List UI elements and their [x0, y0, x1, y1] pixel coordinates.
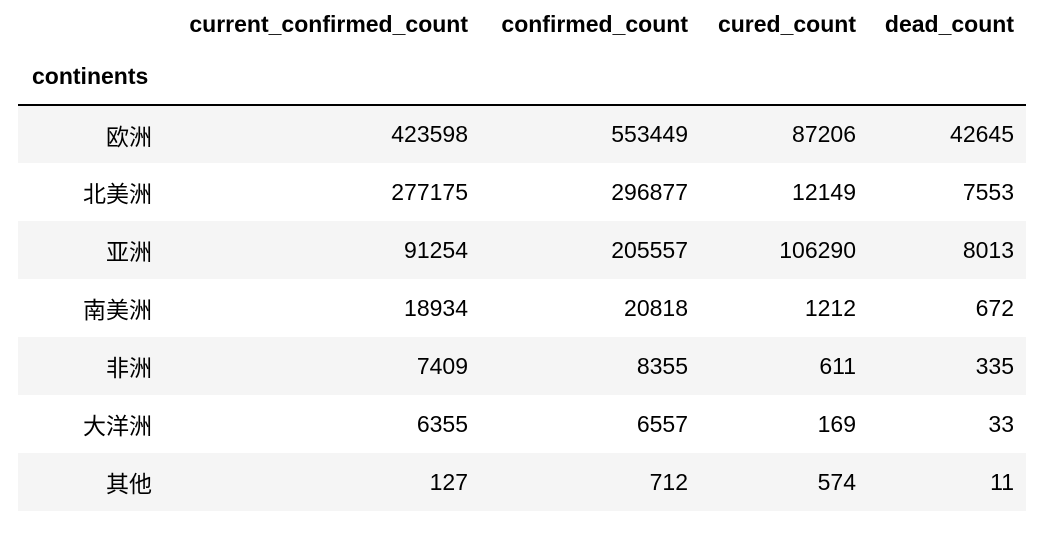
table-cell: 277175	[391, 178, 468, 205]
dataframe-output: current_confirmed_count confirmed_count …	[18, 0, 1026, 511]
dataframe-table: current_confirmed_count confirmed_count …	[18, 0, 1026, 511]
empty-header-cell	[480, 48, 700, 106]
table-header: current_confirmed_count confirmed_count …	[18, 0, 1026, 106]
table-cell: 574	[817, 468, 856, 495]
index-name-row: continents	[18, 48, 1026, 106]
table-cell: 169	[817, 410, 856, 437]
row-index: 北美洲	[83, 181, 152, 207]
table-row: 北美洲 277175 296877 12149 7553	[18, 163, 1026, 221]
table-row: 大洋洲 6355 6557 169 33	[18, 395, 1026, 453]
table-cell: 18934	[404, 294, 468, 321]
table-row: 其他 127 712 574 11	[18, 453, 1026, 511]
table-cell: 20818	[624, 294, 688, 321]
table-cell: 12149	[792, 178, 856, 205]
table-cell: 296877	[611, 178, 688, 205]
table-cell: 553449	[611, 121, 688, 147]
table-cell: 87206	[792, 121, 856, 147]
row-index: 亚洲	[106, 239, 152, 265]
table-cell: 205557	[611, 236, 688, 263]
row-index: 非洲	[106, 355, 152, 381]
column-header: dead_count	[884, 10, 1014, 37]
row-index: 南美洲	[83, 297, 152, 323]
table-cell: 423598	[391, 121, 468, 147]
row-index: 欧洲	[106, 123, 152, 150]
row-index: 其他	[106, 471, 152, 497]
table-row: 亚洲 91254 205557 106290 8013	[18, 221, 1026, 279]
table-body: 欧洲 423598 553449 87206 42645 北美洲 277175 …	[18, 105, 1026, 511]
empty-header-cell	[700, 48, 868, 106]
index-name: continents	[18, 48, 164, 106]
column-header: current_confirmed_count	[189, 10, 468, 37]
table-cell: 672	[975, 294, 1014, 321]
table-row: 非洲 7409 8355 611 335	[18, 337, 1026, 395]
corner-cell	[18, 0, 164, 48]
empty-header-cell	[868, 48, 1026, 106]
table-cell: 8013	[962, 236, 1014, 263]
table-row: 欧洲 423598 553449 87206 42645	[18, 105, 1026, 163]
column-header: confirmed_count	[501, 10, 688, 37]
table-cell: 712	[649, 468, 688, 495]
table-cell: 6557	[636, 410, 688, 437]
table-cell: 611	[819, 352, 856, 379]
table-cell: 8355	[636, 352, 688, 379]
table-cell: 91254	[404, 236, 468, 263]
table-cell: 106290	[779, 236, 856, 263]
row-index: 大洋洲	[83, 413, 152, 439]
table-cell: 11	[990, 468, 1014, 495]
column-header-row: current_confirmed_count confirmed_count …	[18, 0, 1026, 48]
table-cell: 6355	[416, 410, 468, 437]
column-header: cured_count	[717, 10, 856, 37]
table-cell: 127	[429, 468, 468, 495]
empty-header-cell	[164, 48, 480, 106]
table-cell: 7553	[962, 178, 1014, 205]
table-cell: 33	[988, 410, 1014, 437]
table-row: 南美洲 18934 20818 1212 672	[18, 279, 1026, 337]
table-cell: 1212	[804, 294, 856, 321]
table-cell: 42645	[950, 121, 1014, 147]
table-cell: 335	[975, 352, 1014, 379]
table-cell: 7409	[416, 352, 468, 379]
